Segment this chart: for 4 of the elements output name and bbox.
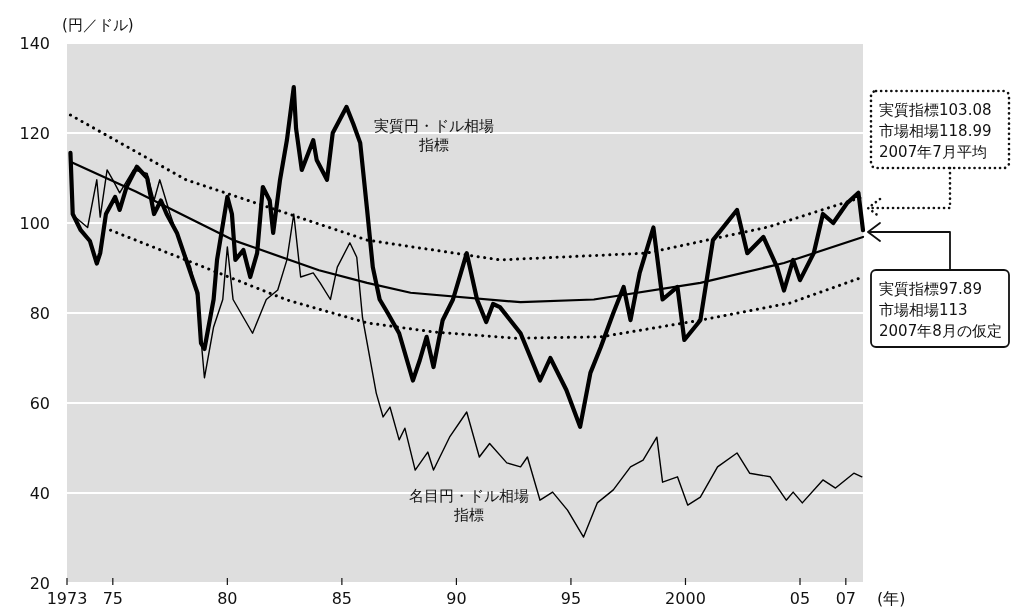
annotation: 実質指標97.89 市場相場113 2007年8月の仮定 (870, 269, 1010, 348)
annotation: 実質指標103.08 市場相場118.99 2007年7月平均 (869, 89, 1011, 170)
ylabel: (円／ドル) (62, 16, 134, 34)
xlabel: (年) (877, 589, 906, 608)
